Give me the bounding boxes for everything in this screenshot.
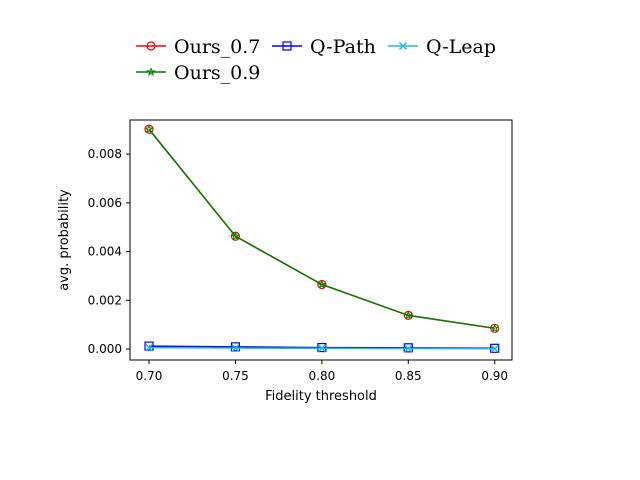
data-point — [490, 323, 500, 333]
data-point — [230, 342, 241, 352]
series-layer — [144, 124, 500, 353]
plot-frame — [129, 119, 513, 361]
legend-item: Ours_0.9 — [136, 62, 260, 84]
series-q-leap — [145, 343, 499, 353]
series-ours-0-9 — [144, 124, 500, 333]
series-line — [148, 128, 495, 330]
data-point — [144, 124, 154, 134]
marker-stroke — [404, 344, 413, 353]
data-point — [404, 344, 413, 353]
data-point — [403, 310, 413, 320]
y-tick-label: 0.006 — [88, 196, 122, 210]
marker-stroke — [399, 42, 407, 50]
legend-item: Ours_0.7 — [136, 36, 260, 58]
legend-swatch-marker — [146, 41, 156, 51]
data-point — [490, 344, 499, 353]
legend-swatch-marker — [282, 41, 292, 51]
x-tick-label: 0.80 — [309, 369, 336, 383]
y-tick-label: 0.004 — [88, 245, 122, 259]
y-tick-label: 0.000 — [88, 342, 122, 356]
y-tick-label: 0.008 — [88, 147, 122, 161]
legend-label: Ours_0.7 — [174, 36, 260, 58]
legend: Ours_0.7 Q-Path Q-Leap Ours_0.9 — [136, 36, 496, 84]
data-point — [144, 341, 154, 351]
marker-stroke — [145, 343, 154, 352]
legend-label: Q-Path — [310, 36, 376, 58]
x-tick-label: 0.75 — [222, 369, 249, 383]
legend-label: Q-Leap — [426, 36, 496, 58]
legend-swatch-marker — [146, 67, 156, 76]
marker-stroke — [490, 344, 499, 353]
legend-item: Q-Leap — [388, 36, 496, 58]
marker-stroke — [231, 344, 240, 353]
y-axis: 0.000 0.002 0.004 0.006 0.008 — [88, 147, 130, 356]
legend-swatch-marker — [399, 42, 407, 50]
x-axis: 0.70 0.75 0.80 0.85 0.90 — [136, 360, 508, 383]
legend-label: Ours_0.9 — [174, 62, 260, 84]
series-line — [148, 128, 495, 330]
data-point — [145, 343, 154, 352]
x-tick-label: 0.70 — [136, 369, 163, 383]
y-tick-label: 0.002 — [88, 293, 122, 307]
data-point — [230, 231, 241, 241]
x-tick-label: 0.90 — [481, 369, 508, 383]
y-axis-label: avg. probability — [57, 189, 72, 291]
data-point — [317, 279, 327, 289]
data-point — [231, 344, 240, 353]
series-ours-0-7 — [144, 124, 500, 333]
x-axis-label: Fidelity threshold — [265, 389, 377, 404]
marker-stroke — [317, 344, 326, 353]
legend-item: Q-Path — [272, 36, 376, 58]
x-tick-label: 0.85 — [395, 369, 422, 383]
data-point — [317, 344, 326, 353]
